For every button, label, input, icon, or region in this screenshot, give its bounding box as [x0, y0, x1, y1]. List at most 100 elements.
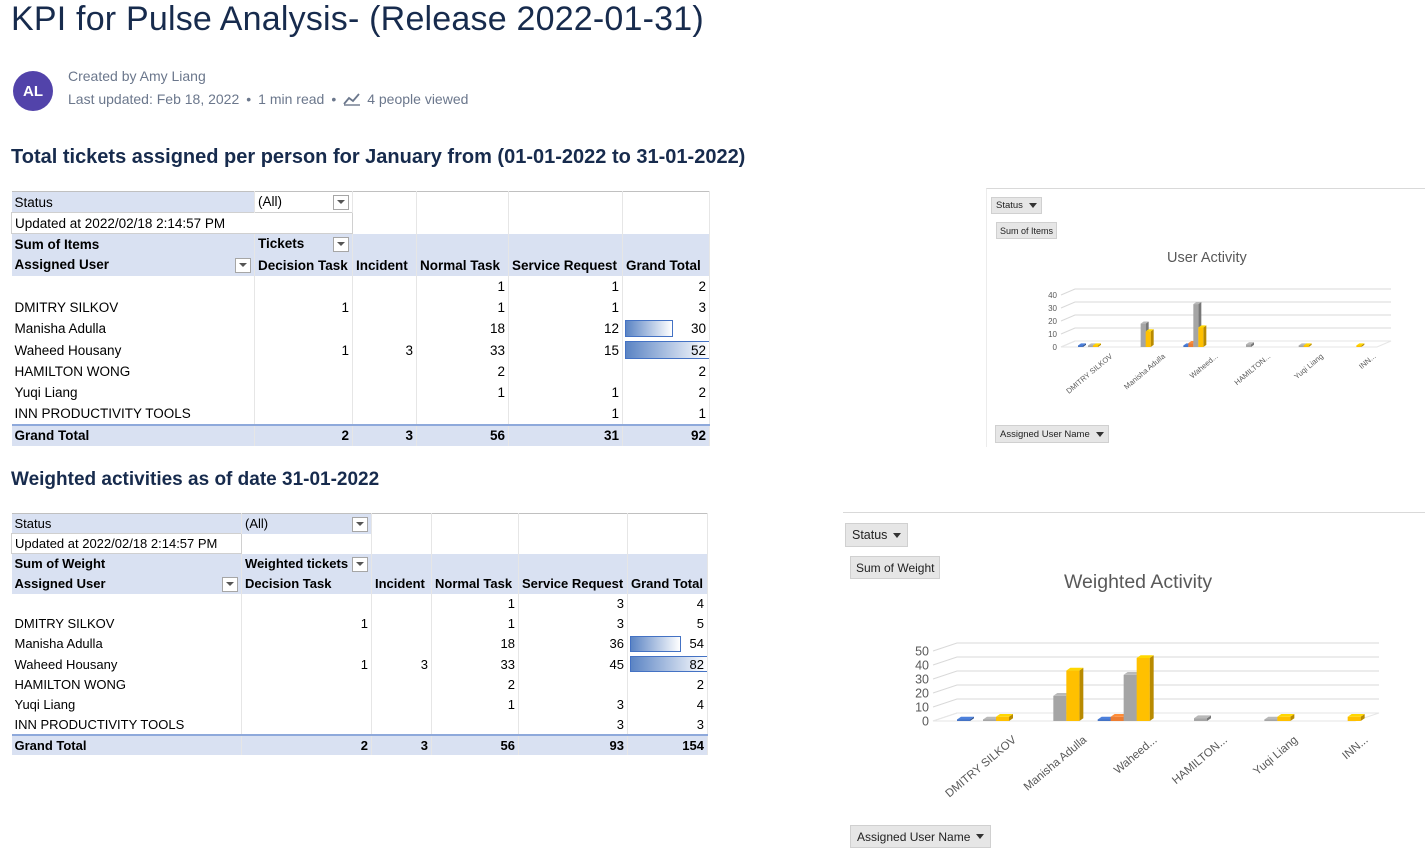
table-cell: 1	[508, 403, 623, 425]
x-tick-label: Waheed...	[1188, 352, 1220, 381]
last-updated[interactable]: Last updated: Feb 18, 2022	[68, 91, 240, 107]
row-label: HAMILTON WONG	[11, 674, 242, 695]
row-field-cell[interactable]: Assigned User	[11, 573, 242, 594]
chart-floor	[932, 712, 1380, 722]
column-header: Normal Task	[431, 573, 519, 594]
cell-value: 82	[689, 656, 704, 672]
pivot-table-tickets: Status (All) Updated at 2022/02/18 2:14:…	[11, 191, 710, 446]
table-cell: 1	[254, 339, 353, 361]
table-cell	[241, 714, 372, 735]
row-label	[11, 275, 255, 297]
bar-top	[1246, 342, 1254, 345]
bar	[1183, 345, 1189, 347]
filter-cell[interactable]: (All)	[254, 191, 353, 213]
created-by-text[interactable]: Created by Amy Liang	[68, 68, 206, 84]
section-heading-weighted: Weighted activities as of date 31-01-202…	[11, 469, 380, 490]
table-row[interactable]: INN PRODUCTIVITY TOOLS 3 3	[11, 714, 708, 735]
table-cell	[352, 360, 417, 382]
created-by: Created by Amy Liang	[68, 68, 206, 84]
bar-side	[1360, 714, 1365, 721]
table-row[interactable]: DMITRY SILKOV 1 1 3 5	[11, 613, 708, 634]
grand-total-cell: 2	[627, 674, 708, 695]
table-cell: 18	[416, 318, 509, 340]
row-field-dropdown-icon[interactable]	[235, 258, 251, 273]
table-row[interactable]: DMITRY SILKOV 1 1 1 3	[11, 296, 710, 319]
table-cell: 3	[352, 339, 417, 361]
grand-total-cell: 5	[627, 613, 708, 634]
filter-value: (All)	[245, 515, 269, 531]
grand-total-cell: 154	[627, 733, 708, 755]
table-cell: 3	[518, 613, 628, 634]
column-field-dropdown-icon[interactable]	[333, 237, 349, 253]
table-row[interactable]: HAMILTON WONG 2 2	[11, 360, 710, 382]
bar	[983, 719, 996, 721]
bar-top	[1097, 716, 1115, 720]
table-cell	[371, 633, 432, 655]
row-label: INN PRODUCTIVITY TOOLS	[11, 403, 255, 425]
row-field-cell[interactable]: Assigned User	[11, 254, 255, 276]
x-tick-label: Yuqi Liang	[1251, 734, 1300, 778]
grand-total-cell: 52	[622, 339, 710, 361]
row-field-label: Assigned User	[14, 575, 106, 591]
chevron-down-icon	[1028, 203, 1037, 208]
column-header: Grand Total	[627, 573, 708, 594]
table-cell	[352, 318, 417, 340]
page-title: KPI for Pulse Analysis- (Release 2022-01…	[11, 0, 704, 38]
row-label: Waheed Housany	[11, 339, 255, 361]
table-row[interactable]: HAMILTON WONG 2 2	[11, 674, 708, 695]
table-cell: 1	[241, 654, 372, 675]
column-field-cell[interactable]: Tickets	[254, 233, 353, 255]
analytics-icon[interactable]	[343, 92, 361, 106]
bar-side	[1207, 715, 1211, 721]
avatar[interactable]: AL	[13, 71, 53, 111]
bar	[1347, 716, 1361, 721]
grand-total-row[interactable]: Grand Total 2 3 56 93 154	[11, 733, 708, 755]
column-field-dropdown-icon[interactable]	[352, 556, 368, 572]
y-tick-label: 10	[915, 700, 929, 714]
filter-cell[interactable]: (All)	[241, 513, 372, 534]
x-tick-label: DMITRY SILKOV	[1064, 352, 1114, 396]
chart-axis-button[interactable]: Assigned User Name	[995, 425, 1109, 443]
chart-floor	[1060, 340, 1392, 348]
filter-dropdown-icon[interactable]	[333, 195, 349, 210]
gridline	[1060, 314, 1391, 322]
row-field-dropdown-icon[interactable]	[222, 576, 238, 592]
chart-values-button[interactable]: Sum of Weight	[850, 556, 941, 579]
chart-filter-button[interactable]: Status	[845, 523, 909, 547]
table-row[interactable]: INN PRODUCTIVITY TOOLS 1 1	[11, 403, 710, 425]
chart-weighted-activity[interactable]: Status Sum of Weight Weighted Activity 0…	[843, 512, 1425, 851]
bar-side	[1203, 325, 1207, 347]
grand-total-row[interactable]: Grand Total 2 3 56 31 92	[11, 423, 710, 446]
row-label	[11, 593, 242, 614]
updated-text: Updated at 2022/02/18 2:14:57 PM	[11, 212, 353, 234]
table-row[interactable]: Waheed Housany 1 3 33 45 82	[11, 654, 708, 675]
gridline	[932, 670, 1379, 680]
separator-dot: •	[331, 91, 337, 107]
bar-side	[1290, 714, 1295, 721]
table-row[interactable]: Waheed Housany 1 3 33 15 52	[11, 339, 710, 361]
table-row[interactable]: Yuqi Liang 1 1 2	[11, 381, 710, 404]
table-row[interactable]: Manisha Adulla 18 12 30	[11, 318, 710, 340]
column-field-cell[interactable]: Weighted tickets	[241, 553, 372, 574]
viewed-count[interactable]: 4 people viewed	[367, 91, 469, 107]
table-cell: 2	[431, 674, 519, 695]
bar-top	[1193, 302, 1202, 305]
table-row[interactable]: Manisha Adulla 18 36 54	[11, 633, 708, 655]
table-cell: 3	[518, 593, 628, 614]
chart-filter-button[interactable]: Status	[991, 197, 1042, 214]
gridline	[1060, 288, 1391, 296]
table-cell	[371, 674, 432, 695]
chart-user-activity[interactable]: Status Sum of Items User Activity 0 10 20 3…	[986, 188, 1425, 447]
table-cell: 3	[518, 694, 628, 715]
table-cell	[241, 633, 372, 655]
chart-axis-button[interactable]: Assigned User Name	[850, 825, 992, 848]
x-tick-label: Waheed...	[1112, 734, 1160, 777]
bar-top	[1298, 343, 1307, 346]
table-row[interactable]: Yuqi Liang 1 3 4	[11, 694, 708, 715]
updated-text: Updated at 2022/02/18 2:14:57 PM	[11, 533, 242, 554]
filter-dropdown-icon[interactable]	[352, 516, 368, 532]
chart-values-button[interactable]: Sum of Items	[996, 222, 1058, 239]
